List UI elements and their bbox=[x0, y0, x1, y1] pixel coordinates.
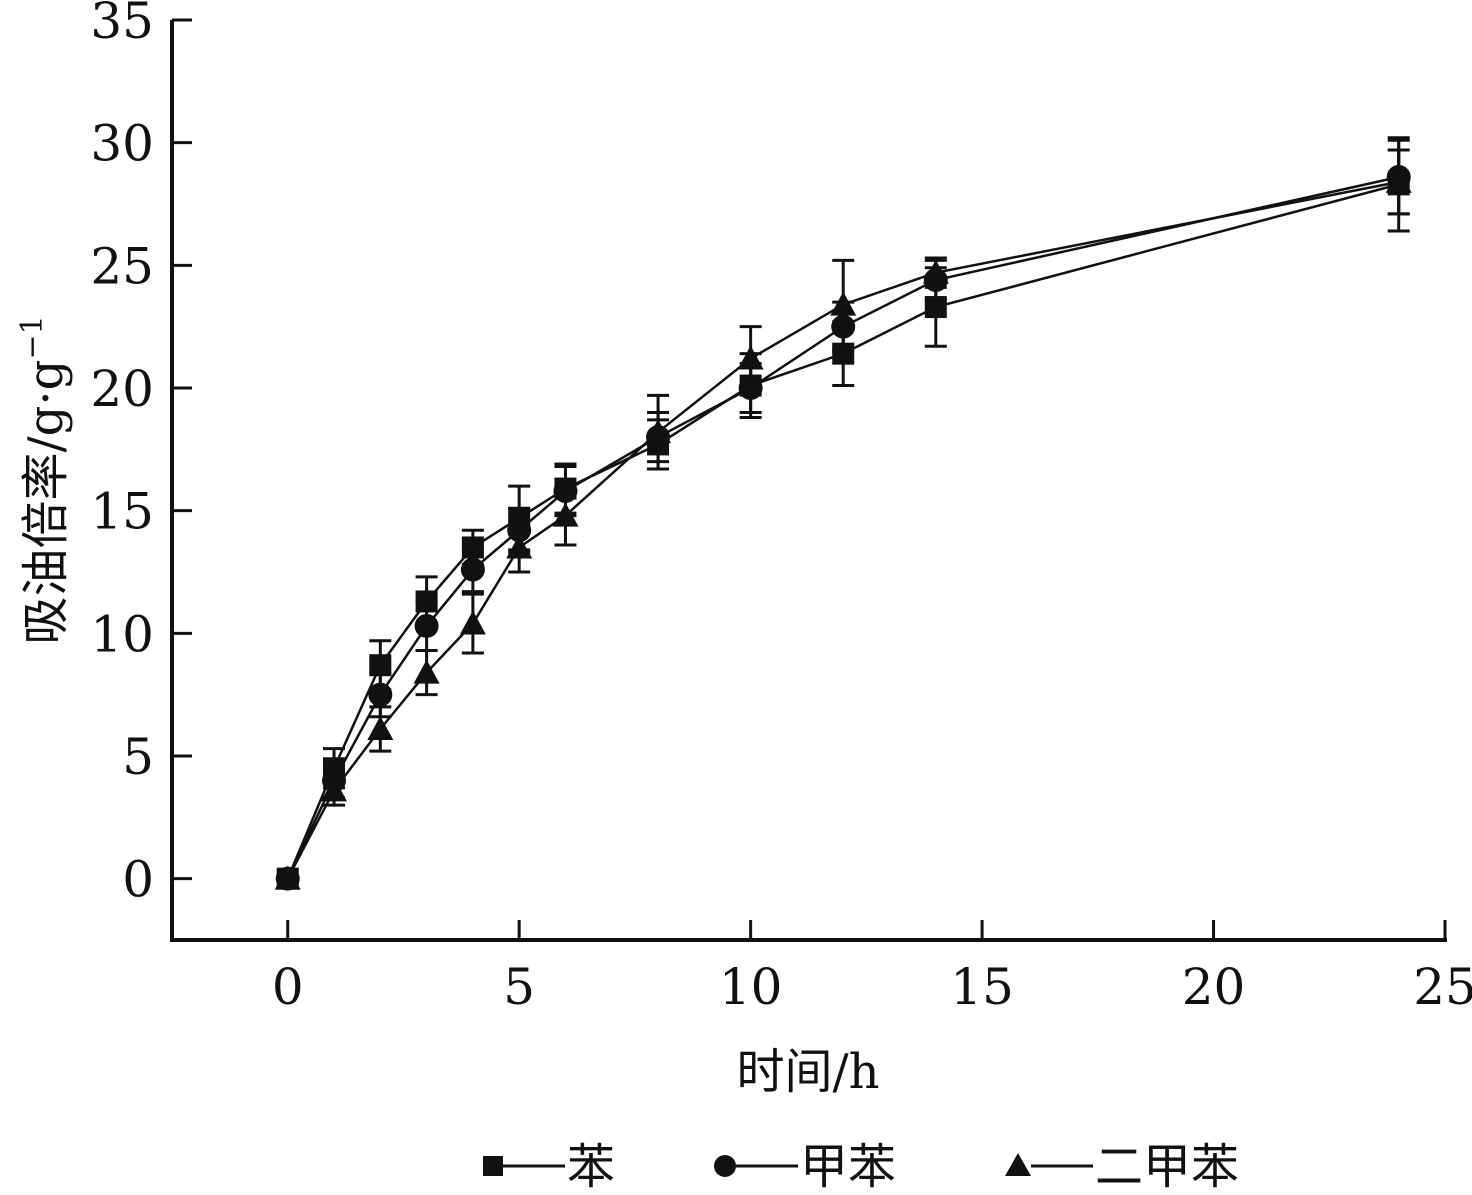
y-tick-label: 15 bbox=[90, 483, 154, 541]
legend-item-benzene: 苯 bbox=[483, 1139, 615, 1195]
y-axis-title-group: 吸油倍率/g·g−1 bbox=[15, 315, 74, 644]
y-tick-label: 30 bbox=[90, 115, 154, 173]
y-tick-label: 5 bbox=[122, 728, 154, 786]
series-line bbox=[286, 175, 1399, 880]
data-point-triangle bbox=[459, 610, 486, 635]
y-axis-title-text: 吸油倍率/g·g bbox=[18, 360, 74, 645]
legend-item-xylene: 二甲苯 bbox=[1005, 1139, 1239, 1195]
data-point-circle bbox=[414, 613, 439, 638]
y-tick-label: 20 bbox=[90, 360, 154, 418]
legend-square-marker bbox=[483, 1156, 503, 1176]
data-point-triangle bbox=[830, 291, 857, 316]
x-tick-label: 5 bbox=[503, 958, 535, 1016]
data-point-circle bbox=[368, 682, 393, 707]
legend-label-benzene: 苯 bbox=[567, 1139, 615, 1195]
data-point-triangle bbox=[321, 777, 348, 802]
y-axis-title: 吸油倍率/g·g−1 bbox=[15, 315, 74, 644]
legend-label-xylene: 二甲苯 bbox=[1095, 1139, 1239, 1195]
legend: 苯 甲苯 二甲苯 bbox=[483, 1139, 1239, 1195]
data-point-square bbox=[924, 296, 947, 319]
data-point-triangle bbox=[922, 259, 949, 284]
data-point-square bbox=[369, 654, 392, 677]
series-line bbox=[286, 183, 1400, 880]
axes: 0 5 10 15 20 25 0 5 10 15 20 25 30 35 bbox=[90, 0, 1472, 1016]
data-point-triangle bbox=[552, 502, 579, 527]
data-point-triangle bbox=[737, 345, 764, 370]
data-point-circle bbox=[460, 557, 485, 582]
data-point-triangle bbox=[645, 419, 672, 444]
legend-circle-marker bbox=[714, 1155, 736, 1177]
y-tick-label: 35 bbox=[90, 0, 154, 50]
data-point-triangle bbox=[367, 716, 394, 741]
y-tick-label: 10 bbox=[90, 605, 154, 663]
series-square bbox=[276, 136, 1410, 890]
legend-triangle-marker bbox=[1005, 1153, 1031, 1176]
y-tick-label: 0 bbox=[122, 851, 154, 909]
x-tick-label: 25 bbox=[1413, 958, 1472, 1016]
legend-label-toluene: 甲苯 bbox=[800, 1139, 896, 1195]
series-circle bbox=[275, 138, 1411, 891]
data-point-triangle bbox=[506, 534, 533, 559]
data-point-triangle bbox=[274, 865, 301, 890]
y-tick-label: 25 bbox=[90, 237, 154, 295]
x-tick-label: 0 bbox=[272, 958, 304, 1016]
x-tick-label: 15 bbox=[950, 958, 1014, 1016]
data-point-triangle bbox=[413, 659, 440, 684]
legend-item-toluene: 甲苯 bbox=[714, 1139, 896, 1195]
data-point-triangle bbox=[1385, 168, 1412, 193]
y-axis-title-superscript: −1 bbox=[15, 315, 50, 359]
x-tick-label: 20 bbox=[1182, 958, 1246, 1016]
series-triangle bbox=[274, 148, 1412, 890]
x-axis-title: 时间/h bbox=[736, 1044, 879, 1100]
x-tick-label: 10 bbox=[719, 958, 783, 1016]
series-layer bbox=[274, 136, 1412, 891]
